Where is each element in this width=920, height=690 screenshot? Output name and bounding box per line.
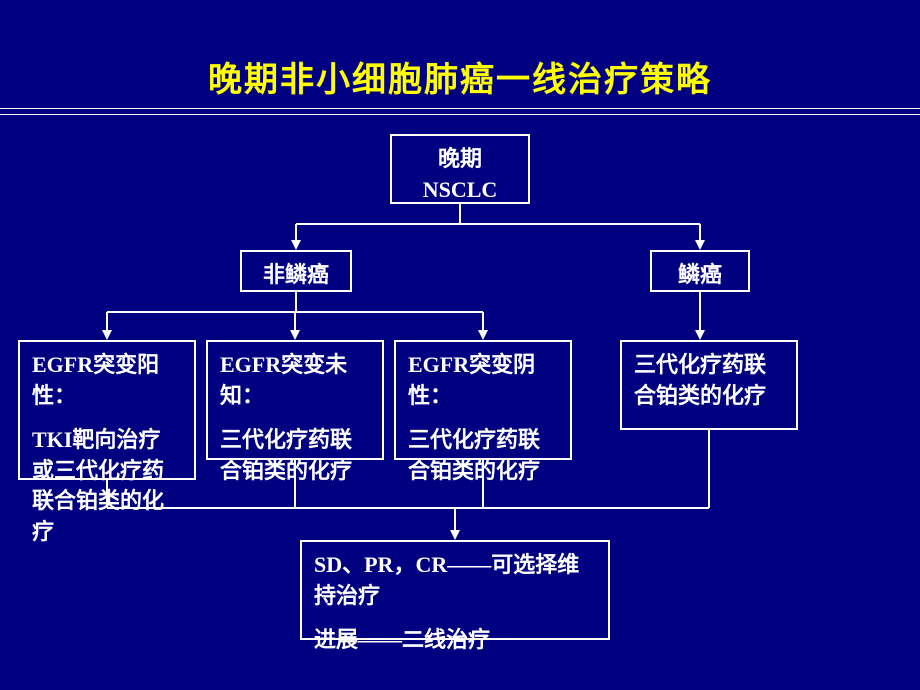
node-root: 晚期NSCLC: [390, 134, 530, 204]
divider-top: [0, 108, 920, 109]
divider-bottom: [0, 114, 920, 115]
node-squamous-treatment: 三代化疗药联合铂类的化疗: [620, 340, 798, 430]
node-outcome: SD、PR，CR——可选择维持治疗进展——二线治疗: [300, 540, 610, 640]
page-title: 晚期非小细胞肺癌一线治疗策略: [0, 0, 920, 101]
node-egfr-positive: EGFR突变阳性：TKI靶向治疗或三代化疗药联合铂类的化疗: [18, 340, 196, 480]
node-non-squamous: 非鳞癌: [240, 250, 352, 292]
node-squamous: 鳞癌: [650, 250, 750, 292]
node-egfr-negative: EGFR突变阴性：三代化疗药联合铂类的化疗: [394, 340, 572, 460]
node-egfr-unknown: EGFR突变未知：三代化疗药联合铂类的化疗: [206, 340, 384, 460]
